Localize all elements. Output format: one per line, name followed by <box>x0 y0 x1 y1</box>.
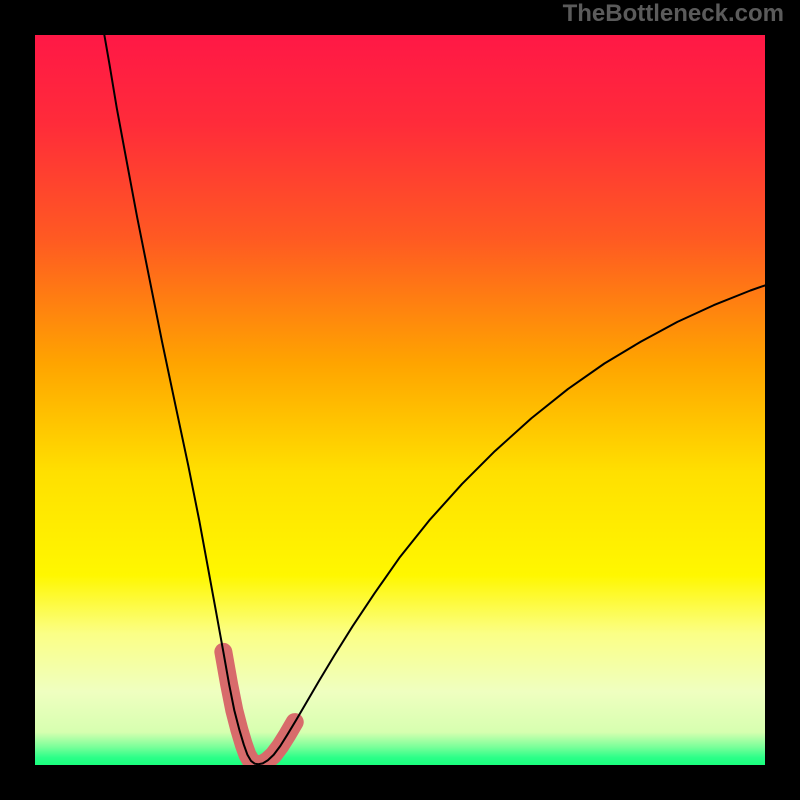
bottleneck-chart <box>35 35 765 765</box>
figure-stage: TheBottleneck.com <box>0 0 800 800</box>
watermark-text: TheBottleneck.com <box>563 0 784 28</box>
gradient-bg <box>35 35 765 765</box>
